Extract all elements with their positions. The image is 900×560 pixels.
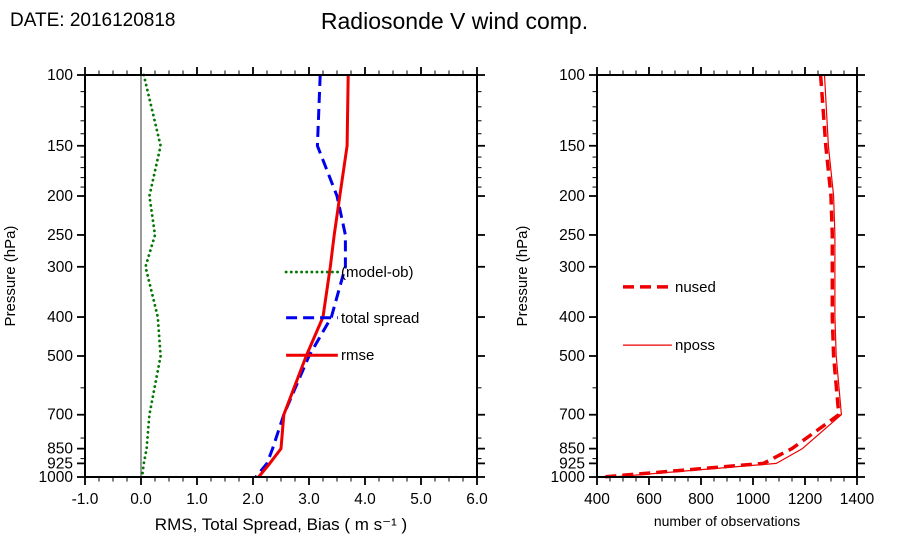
legend-label-total-spread: total spread [341,310,419,327]
stats-panel: -1.0 0.0 1.0 2.0 3.0 4.0 5.0 6.0 100 150 200 250 300… [2,67,488,534]
legend-label-nposs: nposs [675,337,715,354]
x-axis-label: number of observations [654,513,800,529]
svg-text:500: 500 [47,348,73,365]
series-rmse [257,74,350,478]
svg-text:1000: 1000 [736,491,771,508]
svg-text:150: 150 [47,138,73,155]
svg-text:400: 400 [584,491,610,508]
svg-text:1400: 1400 [840,491,875,508]
tick-labels: 400 600 800 1000 1200 1400 100 150 200 250 300 400 5… [551,67,875,508]
svg-text:1.0: 1.0 [186,491,208,508]
svg-text:0.0: 0.0 [130,491,152,508]
svg-text:800: 800 [688,491,714,508]
series-model-ob [140,73,163,479]
svg-text:-1.0: -1.0 [72,491,99,508]
legend-label-rmse: rmse [341,347,374,364]
svg-text:1200: 1200 [788,491,823,508]
svg-text:5.0: 5.0 [410,491,432,508]
svg-text:150: 150 [559,138,585,155]
svg-text:200: 200 [47,188,73,205]
svg-text:250: 250 [559,227,585,244]
x-axis-label: RMS, Total Spread, Bias ( m s⁻¹ ) [155,515,407,534]
svg-text:100: 100 [47,67,73,84]
series-total-spread [254,74,347,478]
svg-text:300: 300 [47,259,73,276]
svg-text:400: 400 [559,309,585,326]
date-label: DATE: 2016120818 [10,10,176,31]
plot-frame [596,74,858,478]
plot-frame [84,74,478,478]
minor-ticks [592,70,862,482]
svg-text:1000: 1000 [551,469,586,486]
svg-text:600: 600 [636,491,662,508]
tick-labels: -1.0 0.0 1.0 2.0 3.0 4.0 5.0 6.0 100 150 200 250 300… [39,67,489,508]
svg-text:500: 500 [559,348,585,365]
svg-text:4.0: 4.0 [354,491,376,508]
svg-text:250: 250 [47,227,73,244]
legend-label-model-ob: (model-ob) [341,264,414,281]
svg-text:200: 200 [559,188,585,205]
series-nused [602,74,841,479]
svg-text:925: 925 [47,455,73,472]
svg-text:400: 400 [47,309,73,326]
legend-obs-panel: nused nposs [623,279,716,354]
svg-text:850: 850 [47,441,73,458]
major-ticks [77,67,485,485]
svg-text:925: 925 [559,455,585,472]
y-axis-label: Pressure (hPa) [514,226,531,327]
series-nposs [612,74,843,478]
chart-title: Radiosonde V wind comp. [320,8,589,34]
minor-ticks [80,70,482,482]
svg-text:700: 700 [47,407,73,424]
svg-text:2.0: 2.0 [242,491,264,508]
legend-stats-panel: (model-ob) total spread rmse [284,264,419,364]
major-ticks [589,67,865,485]
svg-text:100: 100 [559,67,585,84]
svg-text:850: 850 [559,441,585,458]
y-axis-label: Pressure (hPa) [2,226,19,327]
obs-panel: 400 600 800 1000 1200 1400 100 150 200 250 300 400 5… [514,67,875,529]
legend-label-nused: nused [675,279,716,296]
svg-text:1000: 1000 [39,469,74,486]
svg-text:700: 700 [559,407,585,424]
svg-text:3.0: 3.0 [298,491,320,508]
svg-text:6.0: 6.0 [466,491,488,508]
svg-text:300: 300 [559,259,585,276]
